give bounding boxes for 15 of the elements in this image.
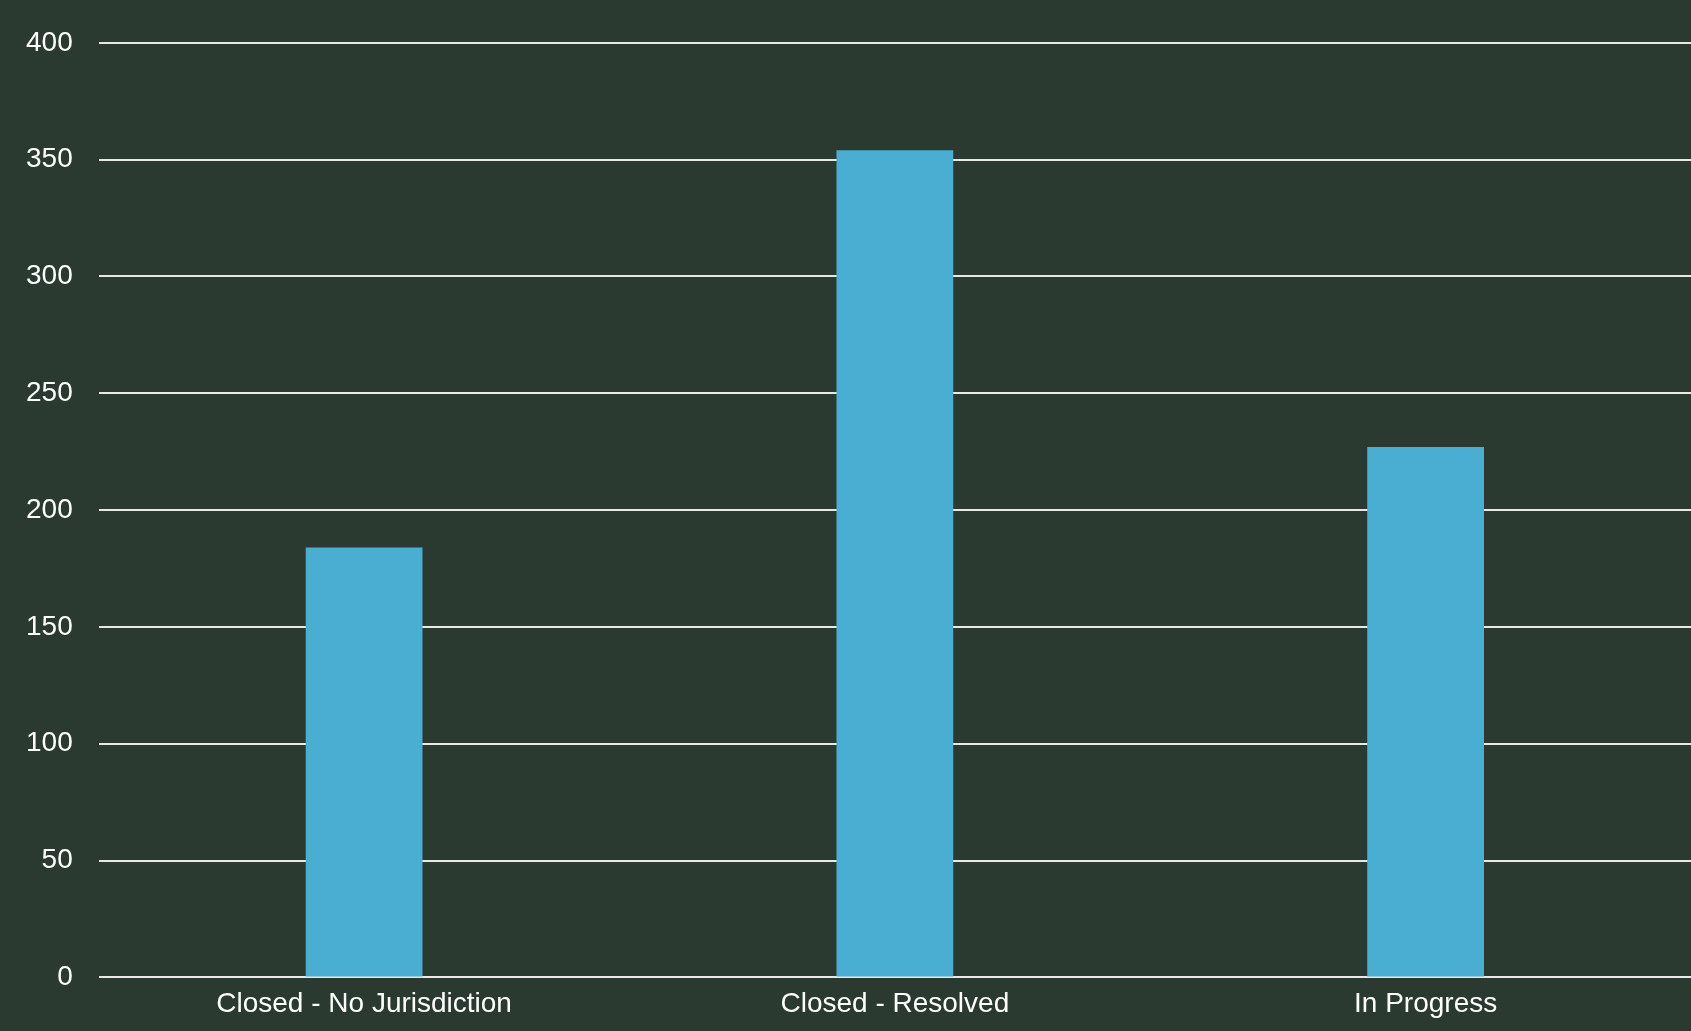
y-tick-label: 0	[57, 960, 73, 992]
y-tick-label: 50	[41, 843, 73, 875]
x-tick-label: Closed - No Jurisdiction	[216, 986, 512, 1018]
y-tick-label: 250	[26, 375, 73, 407]
y-tick-label: 150	[26, 609, 73, 641]
bar	[836, 150, 954, 977]
bar	[305, 547, 423, 977]
bar	[1367, 447, 1484, 977]
y-tick-label: 300	[26, 259, 73, 291]
y-tick-label: 200	[26, 492, 73, 524]
x-tick-label: Closed - Resolved	[780, 986, 1010, 1018]
y-tick-label: 350	[26, 142, 73, 174]
x-tick-label: In Progress	[1354, 986, 1498, 1018]
y-tick-label: 400	[26, 25, 73, 57]
y-tick-label: 100	[26, 726, 73, 758]
